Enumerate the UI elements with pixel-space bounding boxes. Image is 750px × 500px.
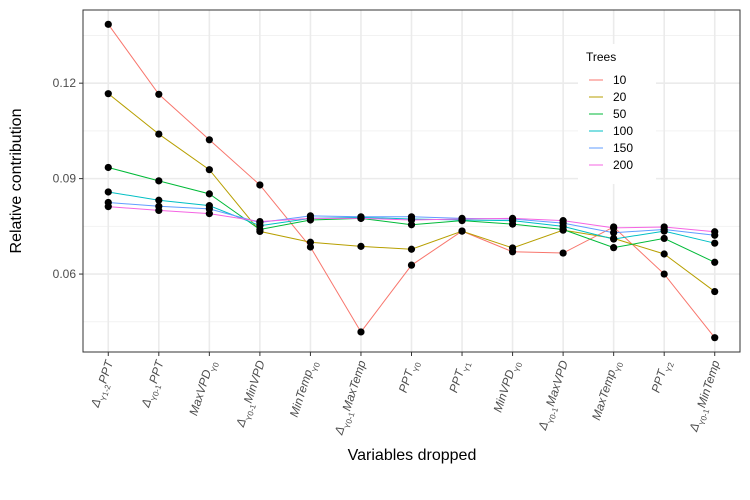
- legend-items: 10 20 50 100 150 200: [589, 73, 633, 172]
- data-point-20: [508, 244, 517, 252]
- legend-label-100: 100: [613, 124, 633, 138]
- data-point-200: [306, 214, 315, 222]
- legend: Trees 10 20 50 100 150 200: [578, 44, 656, 184]
- data-point-100: [711, 239, 719, 247]
- data-point-100: [155, 196, 163, 204]
- data-point-20: [711, 287, 719, 296]
- data-point-20: [660, 250, 668, 258]
- data-point-20: [407, 245, 416, 253]
- data-point-50: [205, 190, 213, 198]
- data-point-20: [155, 130, 163, 138]
- data-point-200: [407, 216, 416, 224]
- data-point-200: [711, 228, 719, 236]
- data-point-200: [458, 215, 466, 223]
- data-point-10: [660, 270, 668, 278]
- data-point-50: [104, 163, 112, 172]
- legend-label-10: 10: [613, 73, 627, 87]
- data-point-50: [711, 258, 719, 266]
- x-axis-title: Variables dropped: [348, 447, 477, 464]
- data-point-200: [155, 206, 163, 215]
- y-tick-label: 0.06: [53, 267, 77, 281]
- data-point-10: [104, 20, 112, 28]
- data-point-200: [256, 217, 264, 226]
- data-point-100: [610, 235, 618, 243]
- data-point-10: [357, 328, 365, 336]
- data-point-10: [711, 334, 719, 342]
- data-point-10: [205, 136, 213, 144]
- data-point-10: [407, 261, 416, 269]
- data-points: [104, 20, 719, 342]
- data-point-20: [357, 242, 365, 250]
- data-point-20: [458, 227, 466, 235]
- data-point-100: [104, 188, 112, 196]
- y-tick-label: 0.12: [53, 76, 77, 90]
- data-point-200: [610, 224, 618, 232]
- y-axis-title: Relative contribution: [8, 109, 25, 254]
- data-point-10: [155, 90, 163, 98]
- data-point-10: [256, 181, 264, 189]
- legend-label-50: 50: [613, 107, 627, 121]
- data-point-50: [610, 244, 618, 252]
- data-point-20: [104, 90, 112, 98]
- data-point-200: [104, 203, 112, 211]
- legend-label-200: 200: [613, 158, 633, 172]
- y-tick-label: 0.09: [53, 172, 77, 186]
- data-point-10: [559, 249, 567, 257]
- data-point-50: [660, 234, 668, 243]
- data-point-20: [306, 238, 315, 246]
- data-point-50: [155, 177, 163, 185]
- y-axis: 0.06 0.09 0.12: [53, 76, 83, 281]
- data-point-200: [559, 217, 567, 225]
- data-point-200: [205, 210, 213, 218]
- legend-label-20: 20: [613, 90, 627, 104]
- data-point-200: [660, 223, 668, 231]
- legend-title: Trees: [586, 50, 616, 64]
- data-point-200: [357, 214, 365, 222]
- data-point-20: [205, 166, 213, 174]
- data-point-200: [508, 214, 517, 222]
- legend-label-150: 150: [613, 141, 633, 155]
